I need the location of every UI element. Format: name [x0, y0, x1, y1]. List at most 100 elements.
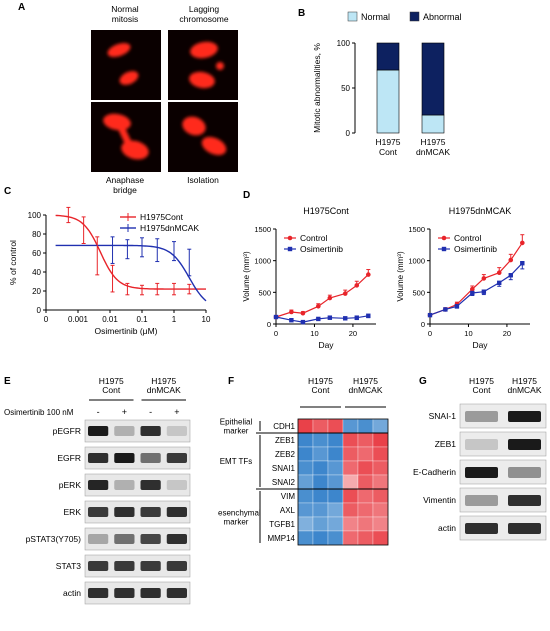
heatmap-cell [372, 432, 389, 448]
band [88, 426, 109, 436]
panel-label-d: D [243, 190, 251, 201]
x-tick-label: 0.01 [102, 315, 118, 324]
heatmap-cell [342, 502, 359, 518]
gene-label-mmp14: MMP14 [267, 534, 295, 543]
band [140, 480, 161, 490]
blot-label-pegfr: pEGFR [53, 426, 81, 436]
data-point-osimertinib [508, 273, 513, 278]
heatmap-cell [342, 418, 359, 434]
blot-label-actin: actin [438, 523, 456, 533]
panel-label-e: E [4, 376, 11, 387]
heatmap-cell [342, 432, 359, 448]
data-point-control [520, 240, 525, 246]
x-tick-label: 0.1 [136, 315, 148, 324]
heatmap-cell [342, 474, 359, 490]
data-point-osimertinib [316, 316, 321, 322]
heatmap-cell [297, 488, 314, 504]
data-point-control [327, 295, 333, 301]
band [508, 523, 541, 534]
lane-sign: + [174, 407, 179, 417]
group-label-dnmcak: H1975 dnMCAK [147, 376, 181, 395]
chart-b: Normal Abnormal 0 50 100 Mitotic abnormalitie… [312, 11, 462, 157]
x-tick-label: 0.001 [68, 315, 89, 324]
x-tick-label: 0 [428, 329, 432, 338]
band [166, 507, 187, 517]
band [166, 426, 187, 436]
micrograph-anaphase-bridge [91, 102, 161, 172]
gene-label-vim: VIM [281, 492, 296, 501]
y-axis-label: Volume (mm³) [396, 251, 405, 302]
y-tick-label: 1500 [254, 225, 271, 234]
blot-strip-erk [84, 500, 191, 524]
micrograph-lagging-chromosome [168, 30, 238, 100]
category-label: Mesenchymalmarker [218, 509, 261, 527]
band [88, 561, 109, 571]
x-tick-label: 10 [464, 329, 472, 338]
heatmap-cell [372, 516, 389, 532]
heatmap-cell [357, 418, 374, 434]
data-point-control [289, 309, 294, 315]
heatmap-cell [297, 502, 314, 518]
x-category-label: H1975 dnMCAK [416, 137, 450, 157]
group-label-cont: H1975 Cont [99, 376, 124, 395]
y-tick-label: 1500 [408, 225, 425, 234]
data-point-osimertinib [273, 314, 279, 320]
blot-label-erk: ERK [64, 507, 82, 517]
chart-d1: H1975Cont 0 500 1000 1500 0 10 20 Day Volume (mm³… [242, 206, 376, 350]
data-point-control [342, 291, 348, 296]
legend-label-osimertinib: Osimertinib [454, 244, 497, 254]
band [508, 467, 541, 478]
caption-anaphase-bridge: Anaphase bridge [105, 175, 145, 195]
x-axis-label: Day [318, 340, 334, 350]
x-tick-label: 1 [172, 315, 177, 324]
chart-title: H1975Cont [303, 206, 349, 216]
legend-marker-osimertinib [287, 246, 293, 252]
heatmap-cell [312, 502, 329, 518]
blot-label-vimentin: Vimentin [423, 495, 456, 505]
legend-label-h1975cont: H1975Cont [140, 212, 184, 222]
gene-label-zeb2: ZEB2 [275, 450, 296, 459]
y-tick-label: 100 [28, 211, 42, 220]
blot-strip-stat3 [84, 554, 191, 578]
legend-label-control: Control [300, 233, 328, 243]
data-point-osimertinib [327, 315, 333, 320]
blot-label-zeb1: ZEB1 [435, 439, 457, 449]
data-point-osimertinib [366, 313, 371, 318]
band [140, 507, 161, 517]
x-tick-label: 20 [349, 329, 357, 338]
band [166, 561, 187, 571]
data-point-osimertinib [443, 307, 448, 312]
blot-label-egfr: EGFR [57, 453, 81, 463]
heatmap-cell [297, 460, 314, 476]
heatmap-cell [312, 516, 329, 532]
bar-abnormal-1 [421, 42, 445, 116]
band [166, 534, 187, 544]
band [166, 588, 187, 598]
legend-label-abnormal: Abnormal [423, 12, 462, 22]
band [88, 588, 109, 598]
gene-label-axl: AXL [280, 506, 296, 515]
data-point-osimertinib [354, 315, 359, 320]
heatmap-cell [342, 516, 359, 532]
blot-strip-egfr [84, 446, 191, 470]
heatmap-cell [297, 516, 314, 532]
y-tick-label: 500 [412, 288, 425, 297]
blot-strip-actin [84, 581, 191, 605]
band [114, 534, 135, 544]
heatmap-cell [357, 460, 374, 476]
legend-marker-control [441, 235, 447, 241]
heatmap-cell [297, 530, 314, 546]
data-point-control [366, 272, 371, 277]
heatmap-cell [327, 488, 344, 504]
lane-sign: + [122, 407, 127, 417]
legend-swatch-normal [347, 11, 358, 22]
y-tick-label: 0 [421, 320, 425, 329]
gene-label-cdh1: CDH1 [273, 422, 295, 431]
band [465, 467, 498, 478]
gene-label-tgfb1: TGFB1 [269, 520, 295, 529]
data-point-osimertinib [520, 261, 525, 266]
blot-label-stat3: STAT3 [56, 561, 81, 571]
data-point-osimertinib [454, 304, 460, 309]
heatmap-cell [357, 432, 374, 448]
caption-normal-mitosis: Normal mitosis [111, 4, 139, 24]
